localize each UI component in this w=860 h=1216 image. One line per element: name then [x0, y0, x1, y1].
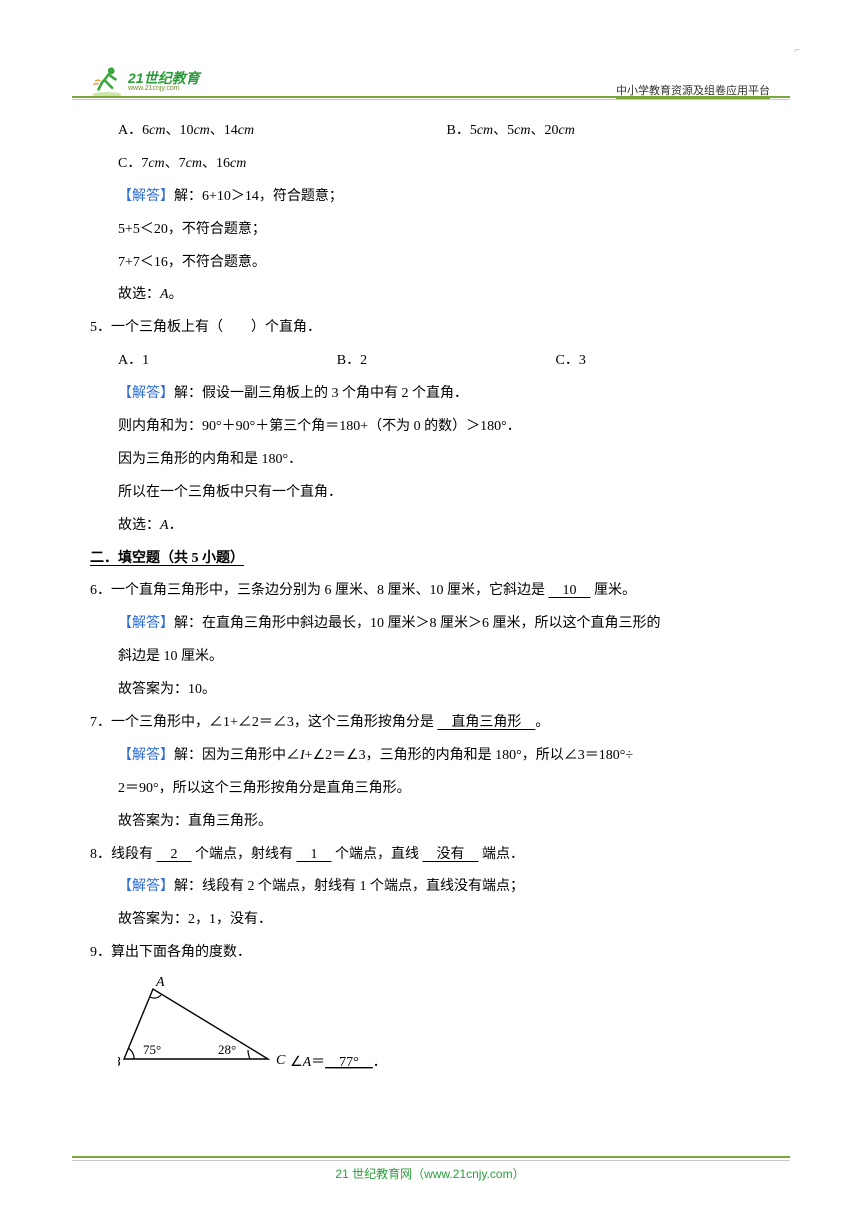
q4-sol-line1: 【解答】解：6+10＞14，符合题意；	[90, 181, 775, 214]
q5-sol-line2: 则内角和为：90°＋90°＋第三个角＝180+（不为 0 的数）＞180°．	[90, 411, 775, 444]
q6-stem: 6．一个直角三角形中，三条边分别为 6 厘米、8 厘米、10 厘米，它斜边是 1…	[90, 575, 775, 608]
footer-rule	[72, 1156, 790, 1158]
footer-text: 21 世纪教育网（www.21cnjy.com）	[0, 1165, 860, 1182]
answer-angle-a: ∠A＝ 77° ．	[290, 1055, 387, 1069]
q4-sol-line4: 故选：A。	[90, 279, 775, 312]
q4-sol-line3: 7+7＜16，不符合题意。	[90, 247, 775, 280]
q9-stem: 9．算出下面各角的度数．	[90, 937, 775, 970]
header-rule-shadow	[72, 99, 790, 100]
q6-sol-line2: 故答案为：10。	[90, 674, 775, 707]
q5-sol-line1: 【解答】解：假设一副三角板上的 3 个角中有 2 个直角．	[90, 378, 775, 411]
q4-sol-line2: 5+5＜20，不符合题意；	[90, 214, 775, 247]
logo-url: www.21cnjy.com	[128, 85, 200, 92]
q4-options-row1: A．6cm、10cm、14cm B．5cm、5cm、20cm	[90, 115, 775, 148]
logo: 21世纪教育 www.21cnjy.com	[90, 64, 200, 98]
q5-sol-line5: 故选：A．	[90, 510, 775, 543]
angle-c-value: 28°	[218, 1042, 236, 1057]
q4-option-b: B．5cm、5cm、20cm	[447, 115, 776, 148]
q5-option-b: B．2	[337, 345, 556, 378]
page-header: 21世纪教育 www.21cnjy.com 中小学教育资源及组卷应用平台	[90, 58, 770, 98]
vertex-b-label: B	[118, 1055, 121, 1069]
q4-option-a: A．6cm、10cm、14cm	[118, 115, 447, 148]
runner-icon	[90, 64, 124, 98]
q5-stem: 5．一个三角板上有（ ）个直角．	[90, 312, 775, 345]
section-ii-heading: 二．填空题（共 5 小题）	[90, 543, 775, 576]
vertex-a-label: A	[155, 975, 165, 990]
q5-sol-line3: 因为三角形的内角和是 180°．	[90, 444, 775, 477]
content-body: A．6cm、10cm、14cm B．5cm、5cm、20cm C．7cm、7cm…	[90, 115, 775, 1087]
triangle-diagram: A B 75° 28° C ∠A＝ 77° ．	[118, 974, 418, 1069]
logo-text: 21世纪教育 www.21cnjy.com	[128, 71, 200, 92]
logo-title: 21世纪教育	[128, 71, 200, 85]
vertex-c-label: C	[276, 1053, 286, 1068]
q9-figure: A B 75° 28° C ∠A＝ 77° ．	[90, 970, 775, 1087]
q5-option-a: A．1	[118, 345, 337, 378]
q4-option-c: C．7cm、7cm、16cm	[90, 148, 775, 181]
q7-sol-line1b: 2＝90°，所以这个三角形按角分是直角三角形。	[90, 773, 775, 806]
angle-b-value: 75°	[143, 1042, 161, 1057]
footer-rule-shadow	[72, 1160, 790, 1161]
q8-sol-line1: 【解答】解：线段有 2 个端点，射线有 1 个端点，直线没有端点；	[90, 871, 775, 904]
q6-sol-line1b: 斜边是 10 厘米。	[90, 641, 775, 674]
q5-option-c: C．3	[556, 345, 775, 378]
q7-sol-line1a: 【解答】解：因为三角形中∠I+∠2＝∠3，三角形的内角和是 180°，所以∠3＝…	[90, 740, 775, 773]
q7-sol-line2: 故答案为：直角三角形。	[90, 806, 775, 839]
q8-sol-line2: 故答案为：2，1，没有．	[90, 904, 775, 937]
q7-stem: 7．一个三角形中，∠1+∠2＝∠3，这个三角形按角分是 直角三角形 。	[90, 707, 775, 740]
header-rule	[72, 96, 790, 98]
corner-mark: ⌐	[794, 45, 800, 56]
q5-options: A．1 B．2 C．3	[90, 345, 775, 378]
q5-sol-line4: 所以在一个三角板中只有一个直角．	[90, 477, 775, 510]
document-page: ⌐ 21世纪教育 www.21cnjy.com 中小学教育资源及组卷应用平台 A…	[0, 0, 860, 1216]
q8-stem: 8．线段有 2 个端点，射线有 1 个端点，直线 没有 端点．	[90, 839, 775, 872]
q6-sol-line1a: 【解答】解：在直角三角形中斜边最长，10 厘米＞8 厘米＞6 厘米，所以这个直角…	[90, 608, 775, 641]
